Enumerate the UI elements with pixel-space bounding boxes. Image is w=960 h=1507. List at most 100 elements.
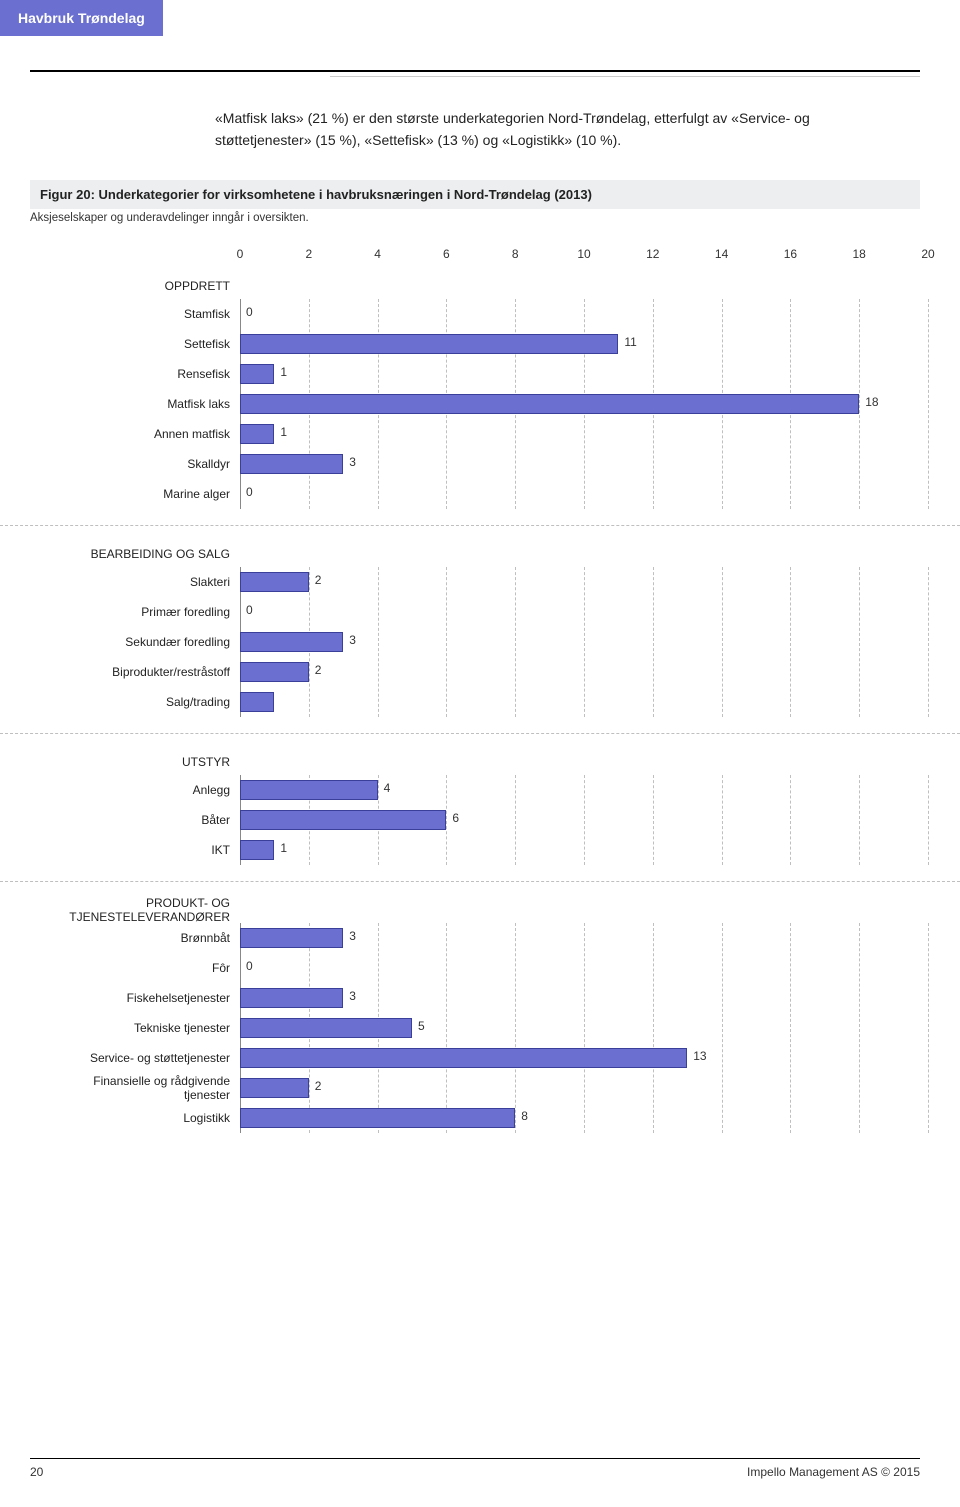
bar-label: IKT bbox=[48, 843, 240, 857]
bar bbox=[240, 662, 309, 682]
bar-value: 1 bbox=[280, 841, 287, 855]
bar bbox=[240, 840, 274, 860]
rule-top bbox=[30, 70, 920, 72]
bar bbox=[240, 810, 446, 830]
group-label: BEARBEIDING OG SALG bbox=[48, 541, 928, 567]
bar bbox=[240, 572, 309, 592]
bar-label: Annen matfisk bbox=[48, 427, 240, 441]
bar bbox=[240, 1048, 687, 1068]
bar-label: Salg/trading bbox=[48, 695, 240, 709]
bar-row: Marine alger 0 bbox=[48, 479, 928, 509]
bar-row: Båter 6 bbox=[48, 805, 928, 835]
bar-value: 3 bbox=[349, 455, 356, 469]
bar-value: 1 bbox=[280, 365, 287, 379]
bar-row: Slakteri2 bbox=[48, 567, 928, 597]
bar-row: Service- og støttetjenester 13 bbox=[48, 1043, 928, 1073]
bar-row: IKT 1 bbox=[48, 835, 928, 865]
bar-label: Primær foredling bbox=[48, 605, 240, 619]
bar bbox=[240, 692, 274, 712]
bar-value: 13 bbox=[693, 1049, 706, 1063]
bar-label: Skalldyr bbox=[48, 457, 240, 471]
bar-row: Tekniske tjenester5 bbox=[48, 1013, 928, 1043]
chart: 02468101214161820 OPPDRETTStamfisk0Sette… bbox=[48, 245, 928, 1139]
x-tick: 4 bbox=[374, 247, 381, 261]
bar-row: Anlegg 4 bbox=[48, 775, 928, 805]
bar-value: 18 bbox=[865, 395, 878, 409]
bar-row: Sekundær foredling3 bbox=[48, 627, 928, 657]
bar-label: Service- og støttetjenester bbox=[48, 1051, 240, 1065]
bar bbox=[240, 1018, 412, 1038]
bar-label: Marine alger bbox=[48, 487, 240, 501]
bar-row: Fiskehelsetjenester 3 bbox=[48, 983, 928, 1013]
bar bbox=[240, 1108, 515, 1128]
header-badge: Havbruk Trøndelag bbox=[0, 0, 163, 36]
copyright: Impello Management AS © 2015 bbox=[747, 1465, 920, 1479]
rule-top-short bbox=[330, 76, 920, 77]
bar-label: Båter bbox=[48, 813, 240, 827]
bar-row: Annen matfisk 1 bbox=[48, 419, 928, 449]
group-separator bbox=[48, 871, 928, 891]
bar-label: Rensefisk bbox=[48, 367, 240, 381]
bar-label: Settefisk bbox=[48, 337, 240, 351]
bar-value: 4 bbox=[384, 781, 391, 795]
figure-note: Aksjeselskaper og underavdelinger inngår… bbox=[30, 212, 309, 224]
bar-value: 3 bbox=[349, 989, 356, 1003]
bar-row: Matfisk laks 18 bbox=[48, 389, 928, 419]
chart-plot: OPPDRETTStamfisk0Settefisk11Rensefisk1Ma… bbox=[48, 267, 928, 1139]
bar bbox=[240, 364, 274, 384]
x-tick: 6 bbox=[443, 247, 450, 261]
bar-row: Fôr 0 bbox=[48, 953, 928, 983]
x-tick: 0 bbox=[237, 247, 244, 261]
x-tick: 8 bbox=[512, 247, 519, 261]
group-label: UTSTYR bbox=[48, 749, 928, 775]
group-label: OPPDRETT bbox=[48, 273, 928, 299]
bar-value: 1 bbox=[280, 425, 287, 439]
bar-row: Stamfisk 0 bbox=[48, 299, 928, 329]
bar bbox=[240, 632, 343, 652]
bar-row: Settefisk 11 bbox=[48, 329, 928, 359]
footer: 20 Impello Management AS © 2015 bbox=[30, 1458, 920, 1479]
bar-row: Skalldyr 3 bbox=[48, 449, 928, 479]
bar-value: 3 bbox=[349, 929, 356, 943]
bar bbox=[240, 928, 343, 948]
bar-label: Slakteri bbox=[48, 575, 240, 589]
page-number: 20 bbox=[30, 1465, 43, 1479]
bar-row: Primær foredling0 bbox=[48, 597, 928, 627]
group-separator bbox=[48, 723, 928, 743]
bar-row: Brønnbåt 3 bbox=[48, 923, 928, 953]
x-tick: 20 bbox=[921, 247, 934, 261]
bar bbox=[240, 780, 378, 800]
bar-label: Brønnbåt bbox=[48, 931, 240, 945]
x-tick: 14 bbox=[715, 247, 728, 261]
bar-value: 6 bbox=[452, 811, 459, 825]
bar-value: 2 bbox=[315, 1079, 322, 1093]
bar bbox=[240, 334, 618, 354]
bar bbox=[240, 1078, 309, 1098]
bar bbox=[240, 988, 343, 1008]
bar-value: 0 bbox=[246, 485, 253, 499]
bar-value: 8 bbox=[521, 1109, 528, 1123]
x-tick: 10 bbox=[577, 247, 590, 261]
x-tick: 12 bbox=[646, 247, 659, 261]
bar-label: Finansielle og rådgivende tjenester bbox=[48, 1074, 240, 1102]
x-tick: 18 bbox=[853, 247, 866, 261]
x-tick: 2 bbox=[305, 247, 312, 261]
bar-label: Stamfisk bbox=[48, 307, 240, 321]
bar-row: Salg/trading bbox=[48, 687, 928, 717]
group-label: PRODUKT- OG TJENESTELEVERANDØRER bbox=[48, 897, 928, 923]
bar-value: 11 bbox=[624, 335, 636, 349]
x-tick: 16 bbox=[784, 247, 797, 261]
bar-label: Fiskehelsetjenester bbox=[48, 991, 240, 1005]
group-separator bbox=[48, 515, 928, 535]
bar-label: Matfisk laks bbox=[48, 397, 240, 411]
x-axis: 02468101214161820 bbox=[48, 245, 928, 267]
bar-row: Rensefisk 1 bbox=[48, 359, 928, 389]
bar-value: 0 bbox=[246, 305, 253, 319]
bar-label: Anlegg bbox=[48, 783, 240, 797]
bar-row: Logistikk8 bbox=[48, 1103, 928, 1133]
bar bbox=[240, 454, 343, 474]
bar bbox=[240, 394, 859, 414]
bar-value: 0 bbox=[246, 959, 253, 973]
figure-caption: Figur 20: Underkategorier for virksomhet… bbox=[30, 180, 920, 209]
bar-label: Fôr bbox=[48, 961, 240, 975]
